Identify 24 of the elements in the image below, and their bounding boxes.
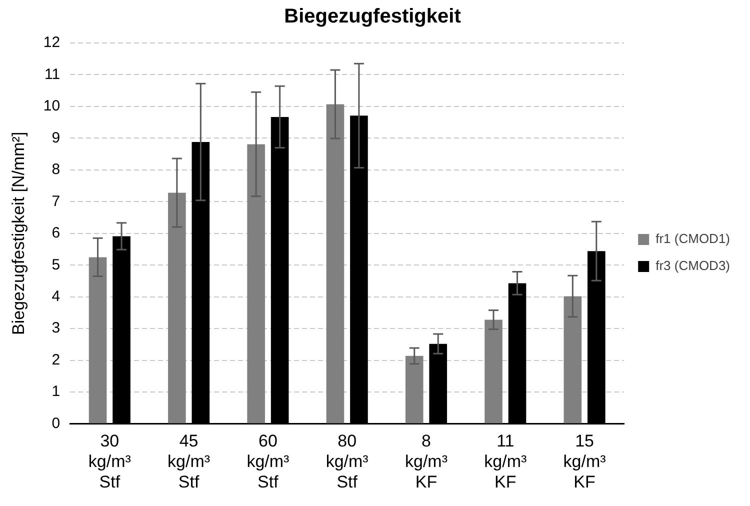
y-tick-label: 6 [52, 224, 60, 242]
legend-label: fr1 (CMOD1) [656, 231, 730, 246]
y-tick-label: 5 [52, 256, 60, 274]
x-tick-label: 15 kg/m³ KF [563, 432, 606, 492]
y-tick-label: 2 [52, 351, 60, 368]
x-tick-label: 11 kg/m³ KF [484, 432, 527, 492]
chart-title: Biegezugfestigkeit [284, 6, 462, 28]
x-tick-label: 45 kg/m³ Stf [168, 432, 210, 492]
y-tick-label: 0 [52, 414, 60, 432]
x-tick-label: 80 kg/m³ Stf [326, 432, 369, 492]
legend-label: fr3 (CMOD3) [656, 258, 730, 274]
y-tick-label: 1 [52, 383, 60, 400]
y-tick-label: 4 [52, 288, 60, 306]
y-tick-label: 10 [43, 98, 60, 115]
y-tick-label: 11 [44, 66, 60, 83]
y-tick-label: 8 [52, 161, 60, 178]
y-tick-label: 7 [52, 192, 60, 210]
x-tick-label: 8 kg/m³ KF [404, 432, 448, 492]
y-tick-label: 3 [52, 320, 60, 337]
y-tick-label: 9 [52, 129, 60, 146]
x-tick-label: 30 kg/m³ Stf [88, 432, 132, 492]
y-tick-label: 12 [43, 34, 60, 52]
y-axis-title: Biegezugfestigkeit [N/mm²] [8, 132, 28, 335]
x-tick-label: 60 kg/m³ Stf [246, 432, 290, 492]
